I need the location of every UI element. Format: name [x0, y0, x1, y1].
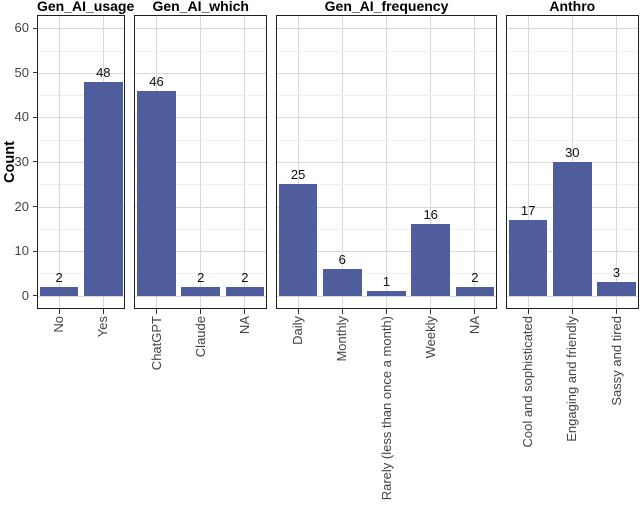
x-axis-label: Rarely (less than once a month) — [378, 315, 394, 500]
x-axis-label: Yes — [95, 315, 111, 337]
x-axis-tick — [102, 309, 104, 314]
gridline-major — [37, 161, 126, 163]
gridline-minor — [37, 273, 126, 275]
bar-value-label: 3 — [612, 265, 621, 281]
gridline-major — [37, 295, 126, 297]
facet-title: Gen_AI_usage — [37, 0, 135, 14]
bar-value-label: 2 — [197, 269, 205, 285]
x-axis-label: NA — [236, 315, 252, 334]
x-axis-label: Claude — [192, 315, 208, 357]
y-axis-tick — [32, 206, 37, 207]
gridline-vertical — [430, 15, 432, 309]
x-axis-label: NA — [466, 315, 482, 334]
gridline-vertical — [58, 15, 60, 309]
x-axis-label: ChatGPT — [148, 315, 164, 370]
x-axis-tick — [386, 309, 387, 314]
x-axis-tick — [430, 309, 432, 314]
gridline-major — [37, 206, 126, 208]
y-axis-tick-label: 30 — [14, 153, 29, 169]
x-axis-tick — [244, 309, 246, 314]
bar — [553, 161, 592, 296]
bar-value-label: 2 — [471, 269, 479, 285]
gridline-minor — [37, 184, 126, 186]
gridline-vertical — [474, 15, 476, 309]
bar — [367, 291, 406, 296]
gridline-vertical — [244, 15, 246, 309]
x-axis-tick — [616, 309, 617, 314]
facet-panel: 2 48 — [37, 15, 126, 309]
facet-title: Gen_AI_which — [152, 0, 249, 14]
y-axis-tick — [32, 72, 37, 74]
bar-value-label: 2 — [55, 269, 63, 285]
gridline-vertical — [616, 15, 617, 309]
bar — [225, 286, 265, 296]
facet-title: Gen_AI_frequency — [324, 0, 449, 14]
gridline-vertical — [341, 15, 343, 309]
y-axis-tick — [32, 295, 37, 297]
facet-panel: 17 30 3 — [506, 15, 639, 309]
gridline-minor — [37, 95, 126, 97]
bar — [137, 90, 176, 296]
x-axis-tick — [474, 309, 476, 314]
bar-value-label: 2 — [241, 269, 249, 285]
bar-value-label: 16 — [423, 207, 438, 223]
bar-value-label: 6 — [338, 251, 346, 267]
x-axis-tick — [156, 309, 157, 314]
y-axis-tick-label: 60 — [14, 20, 29, 36]
gridline-minor — [37, 50, 126, 52]
gridline-major — [37, 28, 126, 30]
bar — [278, 184, 318, 296]
bar — [597, 282, 636, 296]
facet-panel: 25 6 1 16 2 — [276, 15, 497, 309]
x-axis-tick — [200, 309, 202, 314]
gridline-vertical — [527, 15, 529, 309]
x-axis-label: Daily — [290, 315, 306, 345]
bar — [323, 268, 362, 296]
x-axis-tick — [58, 309, 60, 314]
gridline-major — [37, 251, 126, 253]
gridline-vertical — [200, 15, 202, 309]
y-axis-tick — [32, 116, 37, 118]
gridline-major — [37, 117, 126, 119]
bar-value-label: 46 — [149, 73, 164, 89]
y-axis-tick — [32, 27, 37, 29]
gridline-vertical — [386, 15, 387, 309]
bar — [508, 219, 548, 296]
y-axis-tick-label: 40 — [14, 109, 29, 125]
bar — [455, 286, 495, 296]
bar-value-label: 25 — [290, 167, 306, 183]
facet-panel: 46 2 2 — [134, 15, 267, 309]
x-axis-tick — [527, 309, 529, 314]
y-axis-tick-label: 20 — [14, 198, 29, 214]
x-axis-tick — [297, 309, 299, 314]
facet-title: Anthro — [549, 0, 596, 14]
y-axis-tick — [32, 250, 37, 252]
gridline-minor — [37, 228, 126, 230]
x-axis-tick — [571, 309, 573, 314]
x-axis-label: Cool and sophisticated — [520, 315, 536, 448]
bar-value-label: 48 — [96, 64, 111, 80]
bar-value-label: 30 — [565, 144, 580, 160]
x-axis-label: Engaging and friendly — [564, 315, 580, 442]
y-axis-tick — [32, 161, 37, 163]
y-axis-tick-label: 50 — [14, 64, 29, 80]
y-axis-tick-label: 0 — [21, 287, 29, 303]
bar — [39, 286, 79, 296]
bar — [84, 81, 123, 296]
x-axis-label: No — [51, 315, 67, 333]
gridline-major — [37, 72, 126, 74]
x-axis-tick — [341, 309, 343, 314]
gridline-vertical — [297, 15, 299, 309]
y-axis-tick-label: 10 — [14, 243, 29, 259]
bar-value-label: 17 — [520, 202, 536, 218]
bar — [181, 286, 220, 296]
bar-value-label: 1 — [382, 274, 391, 290]
gridline-minor — [37, 139, 126, 141]
x-axis-label: Weekly — [422, 315, 438, 358]
x-axis-label: Sassy and tired — [608, 315, 624, 406]
x-axis-label: Monthly — [334, 315, 350, 362]
bar — [411, 224, 450, 296]
